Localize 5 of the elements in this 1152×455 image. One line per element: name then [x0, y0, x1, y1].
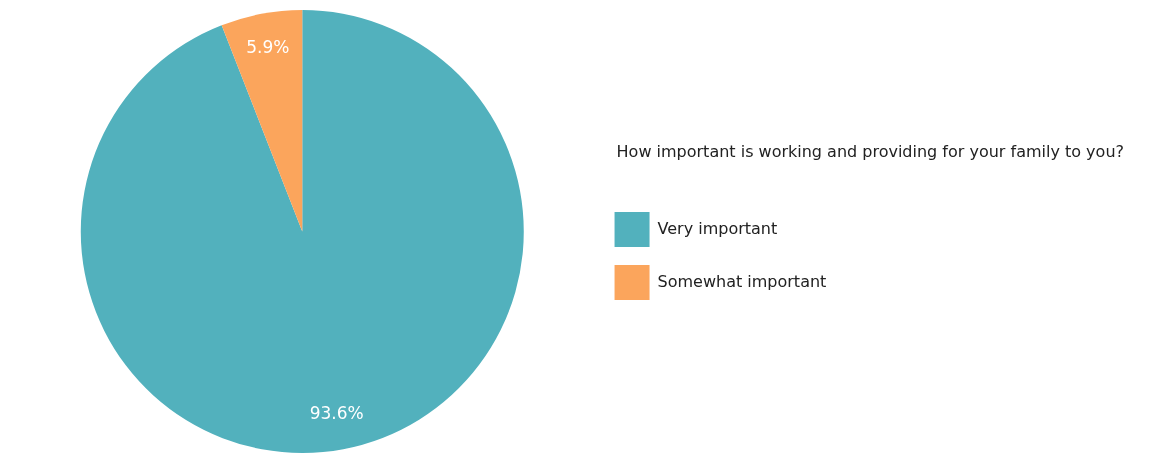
data-label: 93.6%	[309, 402, 364, 423]
legend-label: Very important	[657, 218, 778, 238]
legend-title: How important is working and providing for your family to you?	[616, 142, 1124, 162]
legend-label: Somewhat important	[657, 271, 827, 291]
data-label: 5.9%	[246, 37, 290, 58]
